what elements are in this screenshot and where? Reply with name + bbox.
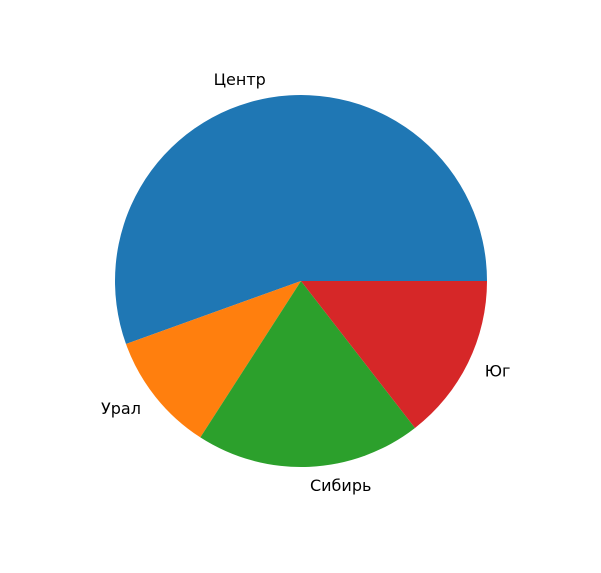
slice-label-2: Сибирь xyxy=(310,476,371,495)
slice-label-3: Юг xyxy=(485,362,511,381)
pie-slice-1 xyxy=(125,281,301,438)
pie-slice-0 xyxy=(114,94,487,345)
pie-slice-2 xyxy=(200,281,416,467)
pie-labels: Центр Урал Сибирь Юг xyxy=(101,70,510,495)
slice-label-0: Центр xyxy=(214,70,266,89)
slice-label-1: Урал xyxy=(101,399,141,418)
pie-slices xyxy=(114,94,487,467)
pie-slice-3 xyxy=(301,281,487,428)
